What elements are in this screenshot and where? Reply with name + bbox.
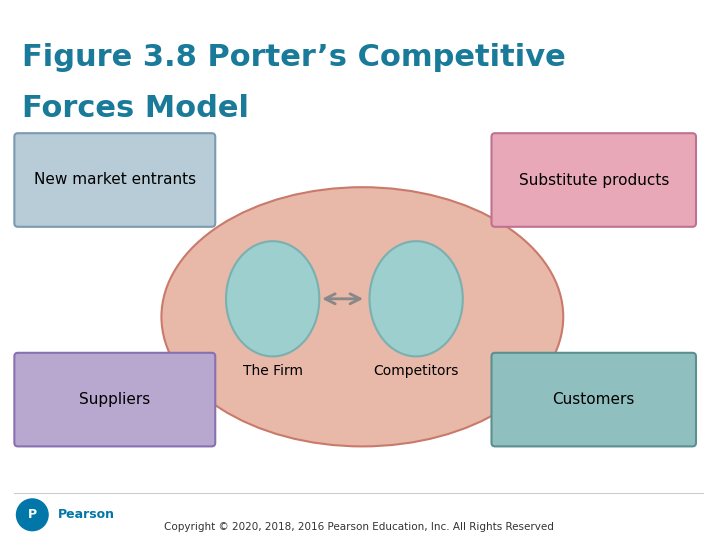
Text: New market entrants: New market entrants [34,172,196,187]
Text: P: P [28,508,37,521]
Ellipse shape [161,187,563,447]
Text: Copyright © 2020, 2018, 2016 Pearson Education, Inc. All Rights Reserved: Copyright © 2020, 2018, 2016 Pearson Edu… [164,522,554,532]
Text: Pearson: Pearson [58,508,114,521]
Text: Suppliers: Suppliers [79,392,150,407]
FancyBboxPatch shape [492,353,696,447]
FancyBboxPatch shape [14,353,215,447]
Text: The Firm: The Firm [243,363,302,377]
Text: Substitute products: Substitute products [518,172,669,187]
Ellipse shape [369,241,463,356]
Circle shape [17,499,48,531]
Text: Customers: Customers [552,392,635,407]
FancyBboxPatch shape [14,133,215,227]
Text: Competitors: Competitors [374,363,459,377]
Text: Forces Model: Forces Model [22,93,248,123]
Text: Figure 3.8 Porter’s Competitive: Figure 3.8 Porter’s Competitive [22,43,565,72]
Ellipse shape [226,241,319,356]
FancyBboxPatch shape [492,133,696,227]
